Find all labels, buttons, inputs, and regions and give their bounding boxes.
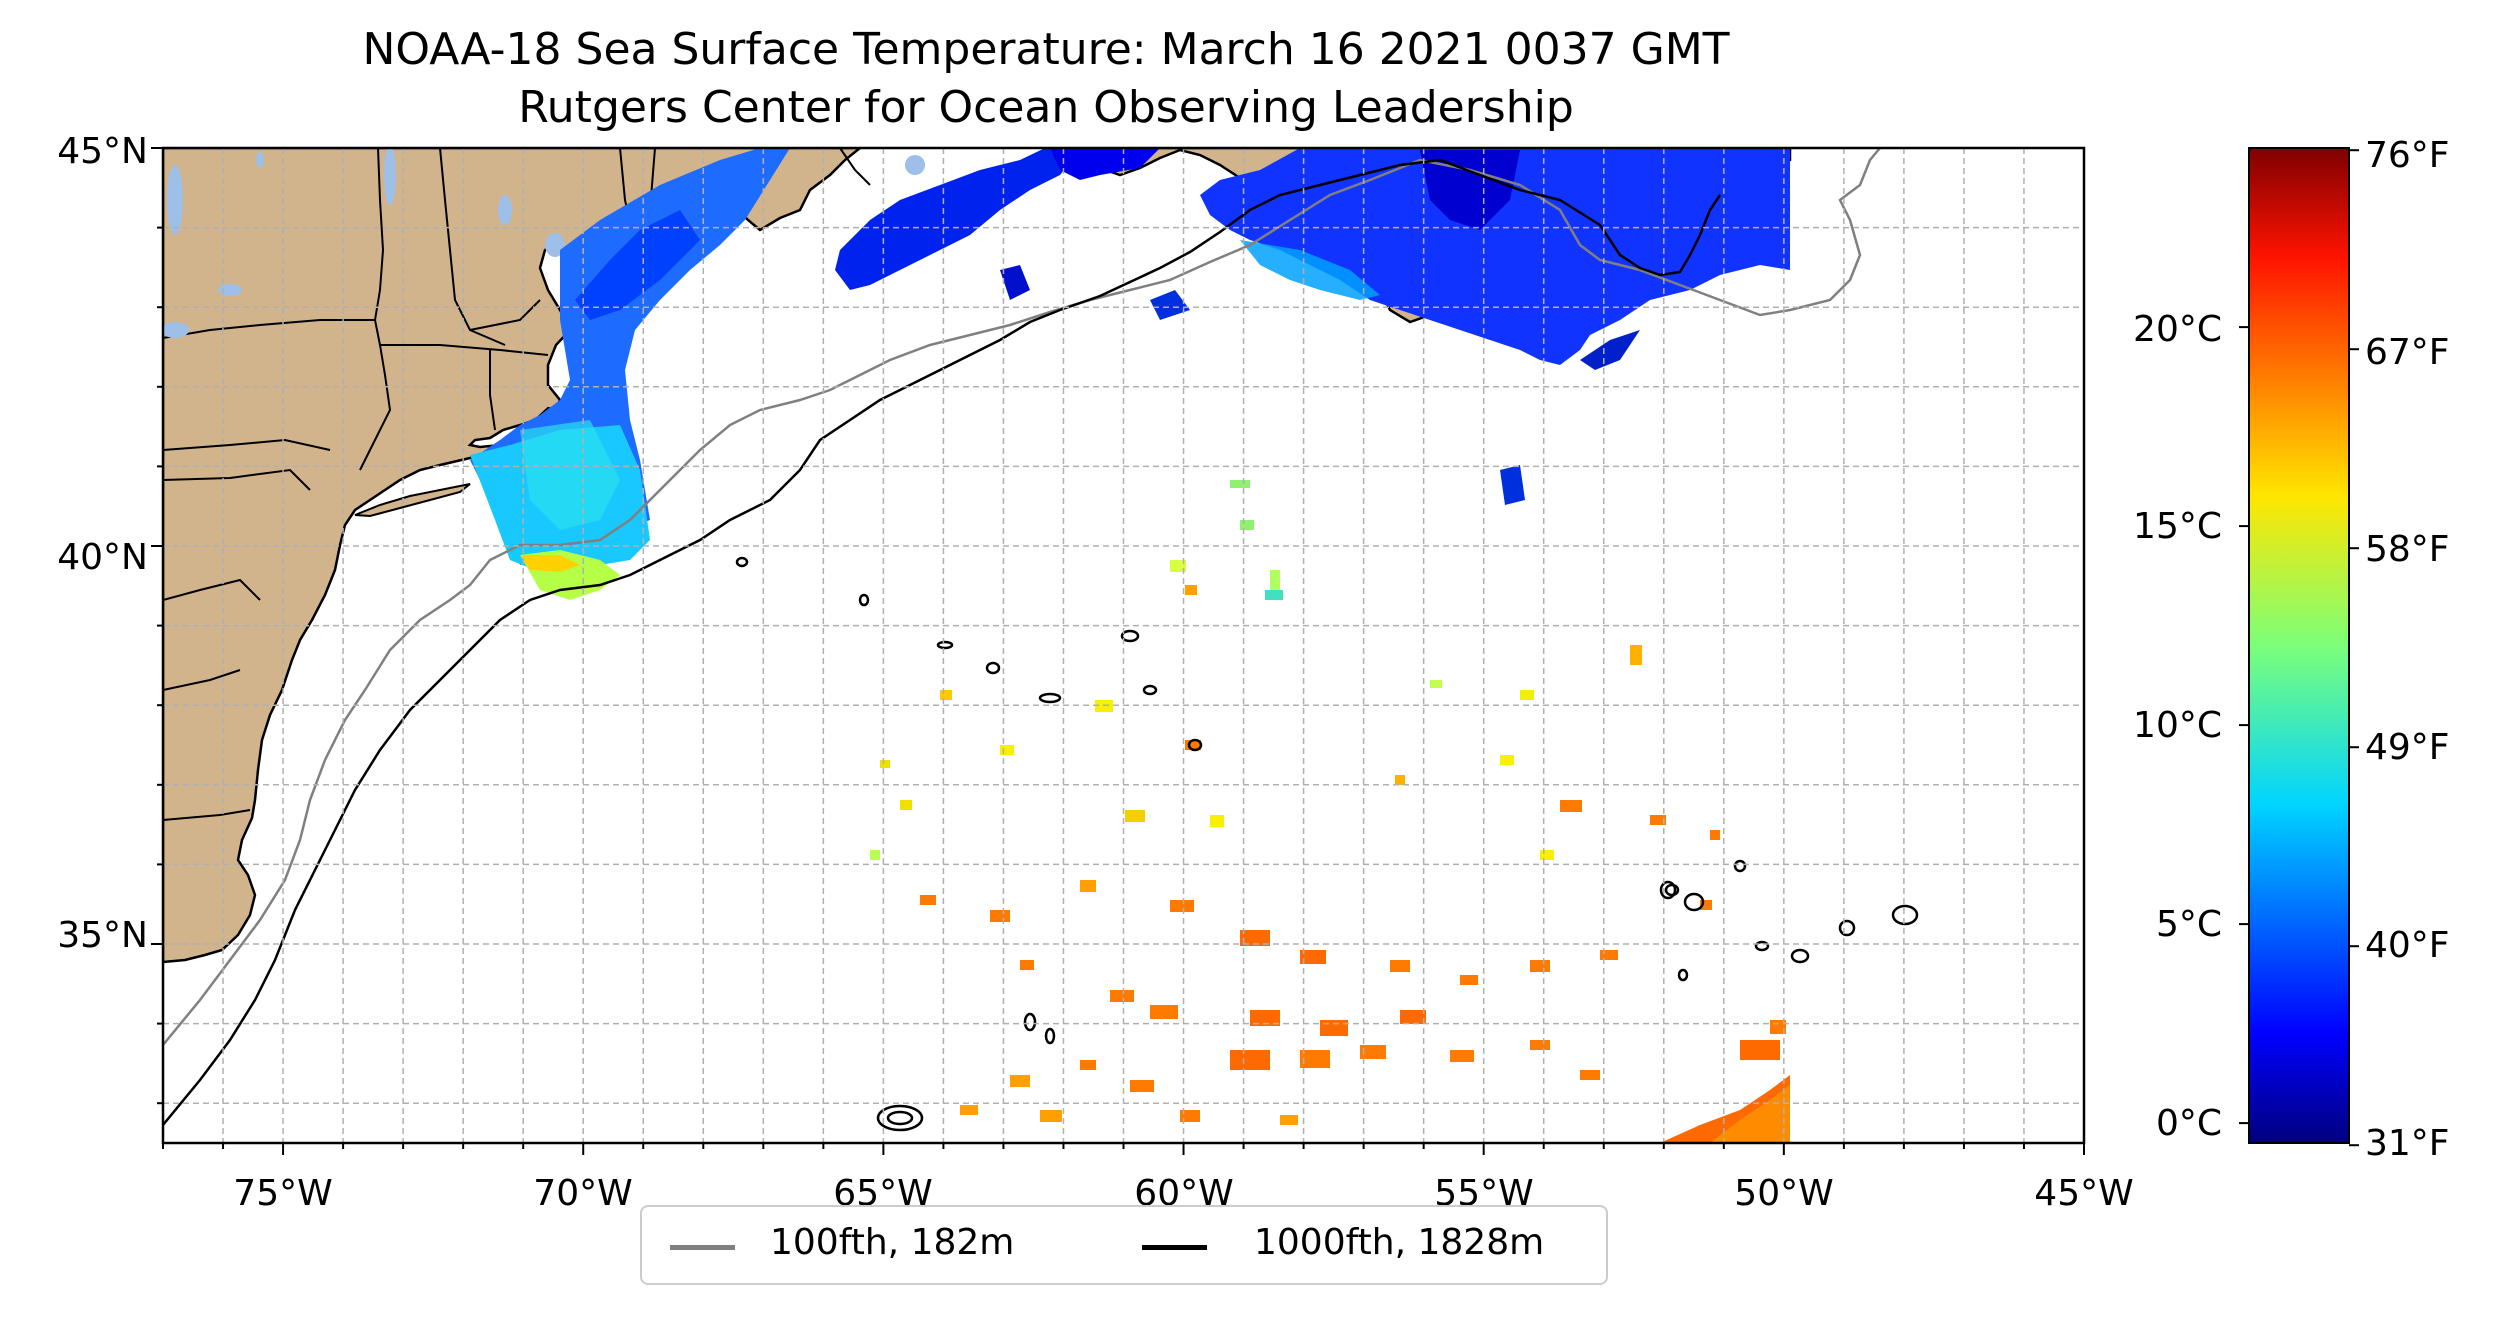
x-tick-label: 70°W [533, 1173, 632, 1214]
celsius-tick-label: 0°C [2156, 1103, 2222, 1144]
legend-label-1000fth: 1000fth, 1828m [1254, 1222, 1545, 1263]
isobath-1000fth [163, 158, 1722, 1126]
legend-label-100fth: 100fth, 182m [770, 1222, 1015, 1263]
seamount-contours [735, 556, 1919, 1132]
y-tick-label: 35°N [57, 915, 148, 956]
x-tick-label: 45°W [2034, 1173, 2133, 1214]
sst-swath [470, 148, 1790, 600]
fahrenheit-tick-label: 76°F [2365, 135, 2450, 176]
colorbar [2248, 147, 2350, 1144]
long-island [354, 483, 471, 518]
colorbar-celsius-labels: 0°C 5°C 10°C 15°C 20°C [2133, 309, 2222, 1144]
legend-line-1000fth [1142, 1245, 1207, 1250]
celsius-tick-label: 20°C [2133, 309, 2222, 350]
legend-line-100fth [670, 1245, 735, 1250]
fahrenheit-tick-label: 40°F [2365, 925, 2450, 966]
celsius-tick-label: 5°C [2156, 904, 2222, 945]
isobath-100fth [163, 148, 1881, 1046]
sst-scatter [870, 480, 1790, 1143]
chart-title-line2: Rutgers Center for Ocean Observing Leade… [518, 82, 1574, 133]
colorbar-fahrenheit-labels: 31°F 40°F 49°F 58°F 67°F 76°F [2365, 135, 2450, 1164]
x-tick-label: 75°W [233, 1173, 332, 1214]
lakes [163, 148, 925, 338]
gridlines [163, 148, 2084, 1143]
y-tick-label: 40°N [57, 537, 148, 578]
colorbar-ticks [2239, 149, 2359, 1147]
celsius-tick-label: 10°C [2133, 705, 2222, 746]
legend: 100fth, 182m 1000fth, 1828m [640, 1205, 1608, 1285]
y-tick-labels: 35°N 40°N 45°N [57, 131, 148, 956]
x-tick-label: 50°W [1734, 1173, 1833, 1214]
chart-title-line1: NOAA-18 Sea Surface Temperature: March 1… [362, 24, 1730, 75]
y-tick-label: 45°N [57, 131, 148, 172]
fahrenheit-tick-label: 67°F [2365, 332, 2450, 373]
axis-ticks [151, 147, 2085, 1155]
fahrenheit-tick-label: 49°F [2365, 727, 2450, 768]
fahrenheit-tick-label: 31°F [2365, 1123, 2450, 1164]
celsius-tick-label: 15°C [2133, 506, 2222, 547]
fahrenheit-tick-label: 58°F [2365, 529, 2450, 570]
